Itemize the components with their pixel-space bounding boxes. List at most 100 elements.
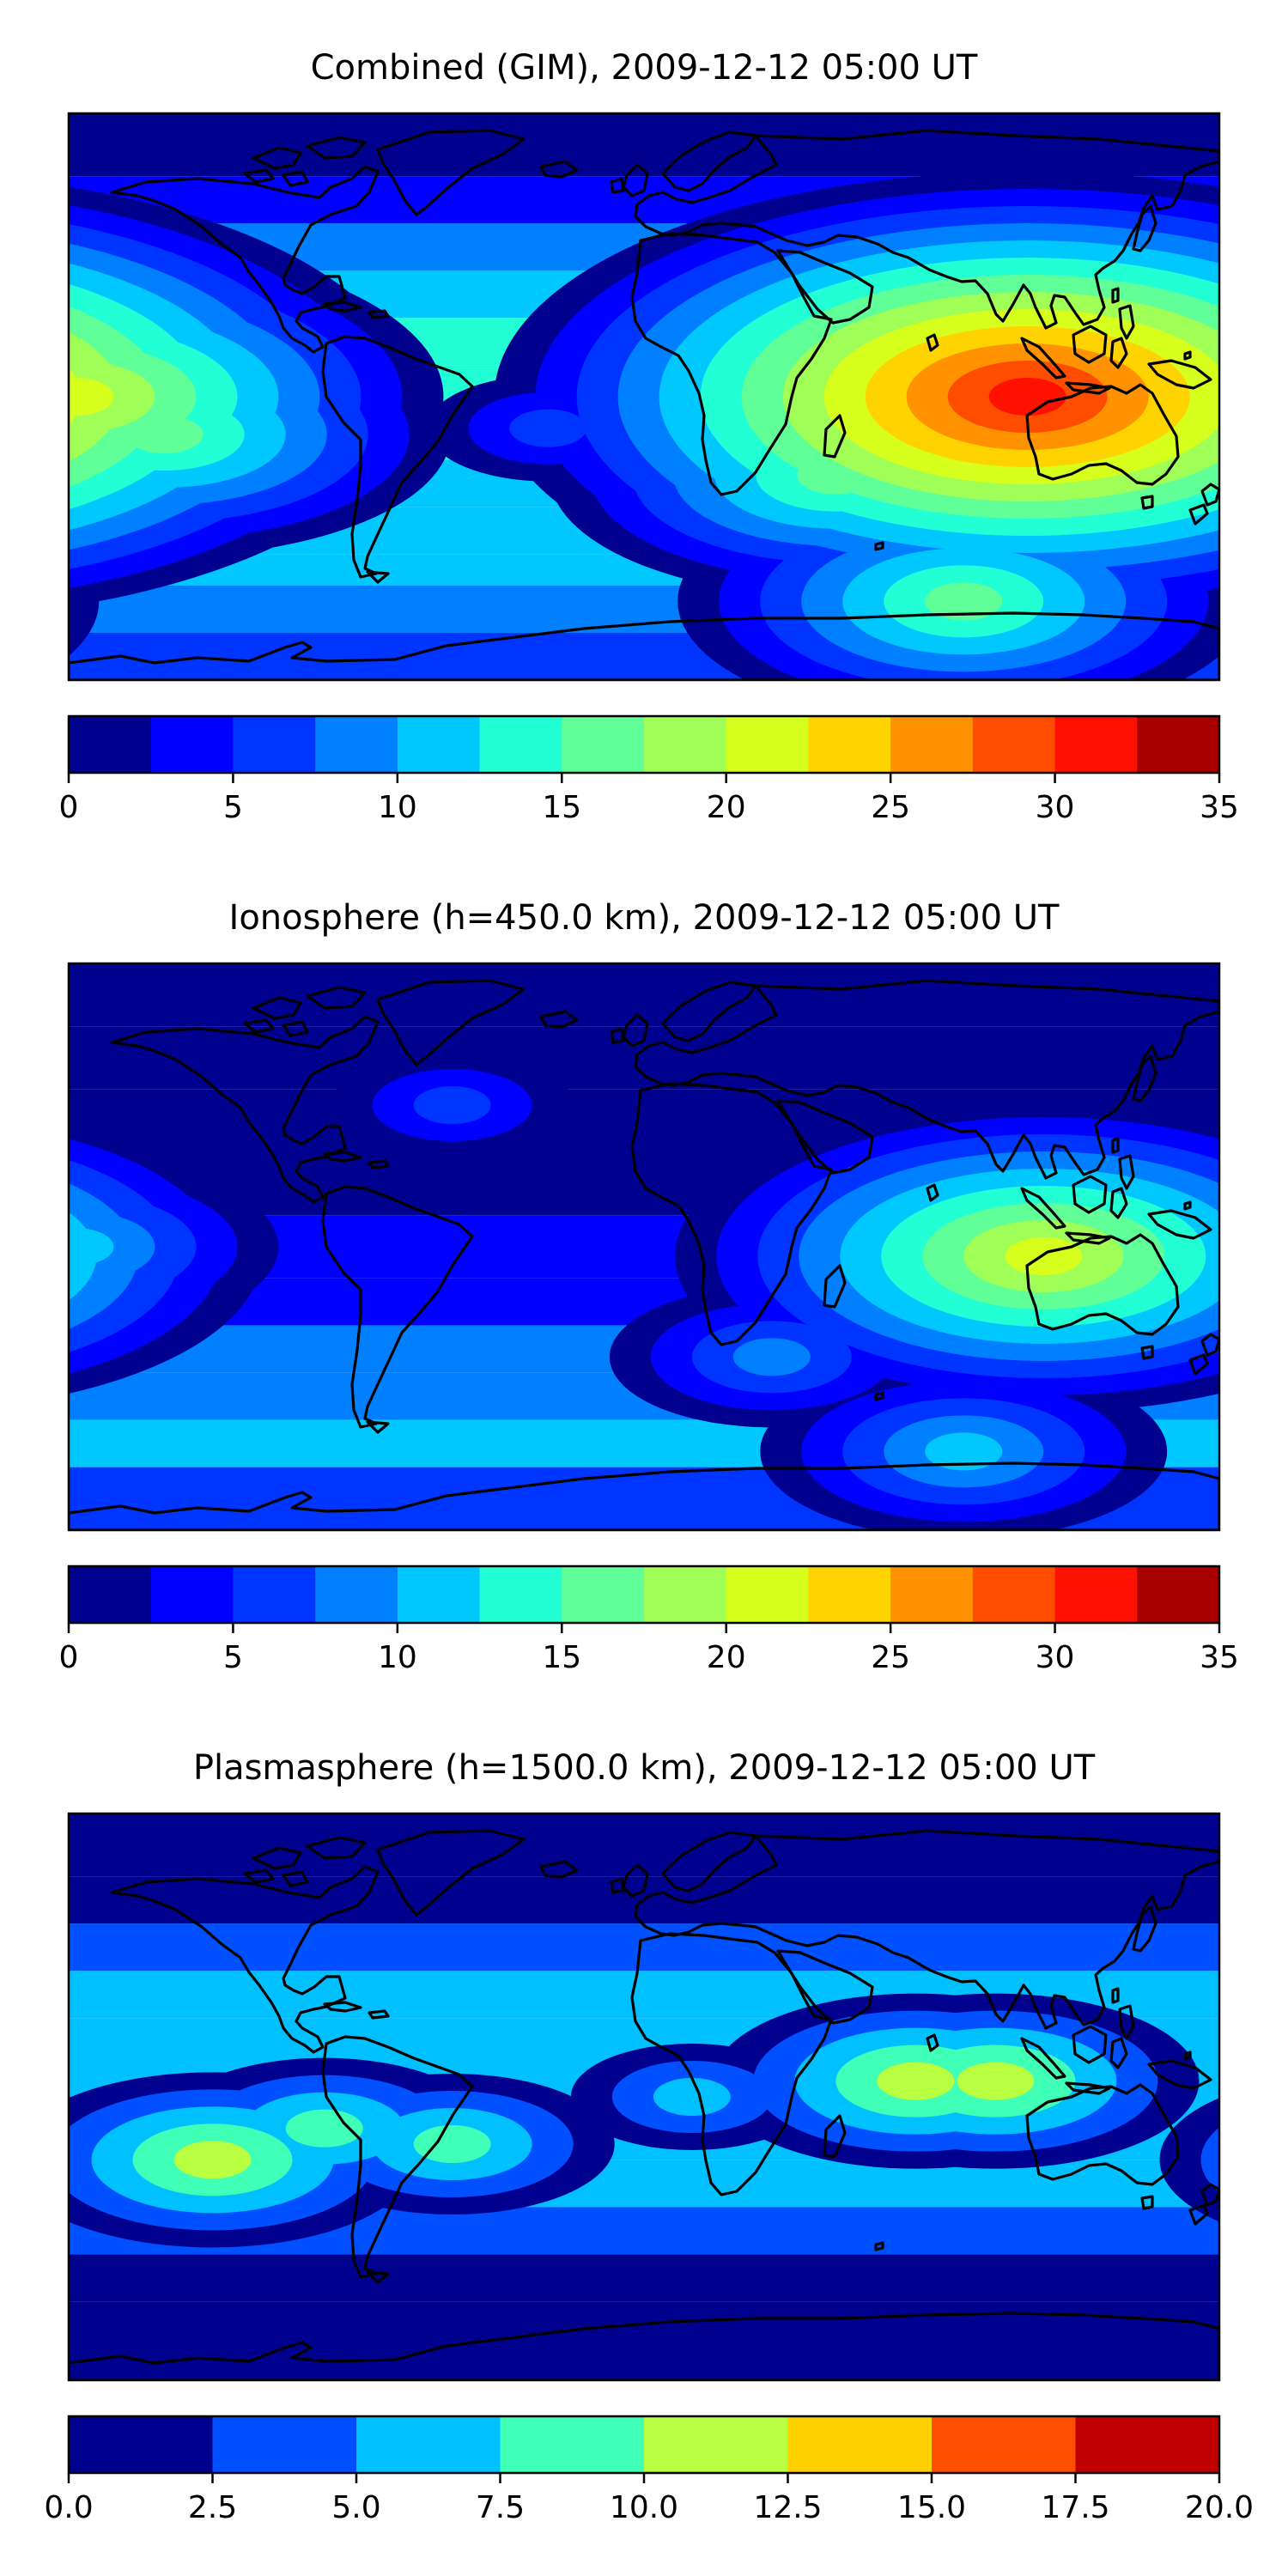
contour-blob xyxy=(1200,2127,1219,2193)
colorbar-segment xyxy=(150,1566,234,1623)
colorbar-segment xyxy=(644,1566,727,1623)
contour-blob xyxy=(173,2141,252,2179)
colorbar-tick-label: 5 xyxy=(223,1640,243,1675)
colorbar-segment xyxy=(787,2416,933,2473)
colorbar-tick-label: 5 xyxy=(223,790,243,825)
colorbar-tick-label: 25 xyxy=(871,790,910,825)
colorbar-tick-label: 7.5 xyxy=(476,2490,525,2525)
colorbar-frame xyxy=(67,1564,1221,1625)
contour-blob xyxy=(653,2078,731,2116)
colorbar-tick-label: 20 xyxy=(707,1640,746,1675)
colorbar: 0.0 2.5 5.0 7.5 10.0 12.5 15.0 17.5 20.0 xyxy=(44,2415,1254,2525)
contour-band xyxy=(69,113,1219,177)
contour-blob xyxy=(285,2109,363,2148)
colorbar-tick-label: 35 xyxy=(1200,1640,1239,1675)
chart-title: Plasmasphere (h=1500.0 km), 2009-12-12 0… xyxy=(193,1748,1096,1788)
colorbar-tick-label: 20 xyxy=(707,790,746,825)
colorbar-segment xyxy=(315,1566,398,1623)
contour-blob xyxy=(413,1086,491,1124)
contour-blob xyxy=(413,2125,491,2163)
colorbar-segment xyxy=(1137,1566,1220,1623)
colorbar-frame xyxy=(67,714,1221,775)
colorbar-tick-label: 5.0 xyxy=(331,2490,380,2525)
colorbar-segment xyxy=(890,1566,974,1623)
colorbar-tick-label: 25 xyxy=(871,1640,910,1675)
map-area xyxy=(67,112,1221,682)
colorbar-segment xyxy=(356,2416,501,2473)
colorbar-segment xyxy=(1054,716,1138,773)
colorbar-segment xyxy=(562,716,645,773)
colorbar-tick-label: 15.0 xyxy=(897,2490,966,2525)
colorbar-tick-label: 10 xyxy=(378,1640,417,1675)
contour-band xyxy=(69,1814,1219,1877)
colorbar-tick-label: 20.0 xyxy=(1185,2490,1254,2525)
colorbar-segment xyxy=(972,1566,1056,1623)
colorbar-tick-label: 0 xyxy=(59,1640,79,1675)
colorbar-segment xyxy=(233,1566,316,1623)
colorbar-segment xyxy=(69,1566,152,1623)
map-frame xyxy=(67,112,1221,682)
contour-blob xyxy=(69,1212,97,1301)
colorbar-segment xyxy=(69,2416,213,2473)
contour-blob xyxy=(69,367,81,427)
colorbar-segment xyxy=(397,1566,481,1623)
colorbar-segment xyxy=(1137,716,1220,773)
colorbar-segment xyxy=(932,2416,1076,2473)
map-area xyxy=(67,962,1221,1532)
contour-band xyxy=(69,963,1219,1027)
colorbar-tick-label: 0.0 xyxy=(44,2490,93,2525)
colorbar-tick-label: 0 xyxy=(59,790,79,825)
contour-blob xyxy=(877,2062,955,2100)
colorbar: 0 5 10 15 20 25 30 35 xyxy=(59,714,1239,825)
colorbar-segment xyxy=(212,2416,357,2473)
colorbar-segment xyxy=(233,716,316,773)
chart-panel-1: Combined (GIM), 2009-12-12 05:00 UT 0 5 10 1… xyxy=(59,48,1239,825)
colorbar-segment xyxy=(1054,1566,1138,1623)
map-frame xyxy=(67,962,1221,1532)
contour-band xyxy=(69,2254,1219,2302)
colorbar-tick-label: 35 xyxy=(1200,790,1239,825)
contour-blob xyxy=(925,1432,1003,1471)
colorbar: 0 5 10 15 20 25 30 35 xyxy=(59,1564,1239,1675)
colorbar-segment xyxy=(972,716,1056,773)
colorbar-segment xyxy=(644,2416,788,2473)
colorbar-segment xyxy=(150,716,234,773)
colorbar-segment xyxy=(808,1566,891,1623)
colorbar-segment xyxy=(562,1566,645,1623)
chart-title: Ionosphere (h=450.0 km), 2009-12-12 05:0… xyxy=(229,898,1060,938)
colorbar-segment xyxy=(479,716,562,773)
colorbar-tick-label: 10.0 xyxy=(610,2490,678,2525)
colorbar-tick-label: 17.5 xyxy=(1041,2490,1109,2525)
colorbar-tick-label: 15 xyxy=(542,1640,581,1675)
colorbar-segment xyxy=(500,2416,645,2473)
contour-blob xyxy=(988,378,1066,416)
colorbar-segment xyxy=(69,716,152,773)
colorbar-segment xyxy=(726,716,809,773)
chart-title: Combined (GIM), 2009-12-12 05:00 UT xyxy=(311,48,978,88)
colorbar-segment xyxy=(808,716,891,773)
map-frame xyxy=(67,1812,1221,2382)
colorbar-segment xyxy=(479,1566,562,1623)
map-area xyxy=(67,1812,1221,2382)
contour-blob xyxy=(925,582,1003,621)
colorbar-segment xyxy=(890,716,974,773)
colorbar-tick-label: 2.5 xyxy=(188,2490,237,2525)
colorbar-tick-label: 30 xyxy=(1036,1640,1075,1675)
colorbar-tick-label: 12.5 xyxy=(753,2490,822,2525)
contour-blob xyxy=(957,2062,1035,2100)
colorbar-segment xyxy=(397,716,481,773)
colorbar-tick-label: 15 xyxy=(542,790,581,825)
colorbar-segment xyxy=(726,1566,809,1623)
colorbar-segment xyxy=(1075,2416,1220,2473)
colorbar-tick-label: 10 xyxy=(378,790,417,825)
contour-band xyxy=(69,1923,1219,1971)
colorbar-segment xyxy=(644,716,727,773)
colorbar-tick-label: 30 xyxy=(1036,790,1075,825)
contour-blob xyxy=(69,378,114,416)
chart-panel-2: Ionosphere (h=450.0 km), 2009-12-12 05:0… xyxy=(59,898,1239,1675)
contour-blob xyxy=(509,409,587,447)
contour-blob xyxy=(732,1338,811,1376)
chart-panel-3: Plasmasphere (h=1500.0 km), 2009-12-12 0… xyxy=(44,1748,1254,2525)
colorbar-segment xyxy=(315,716,398,773)
